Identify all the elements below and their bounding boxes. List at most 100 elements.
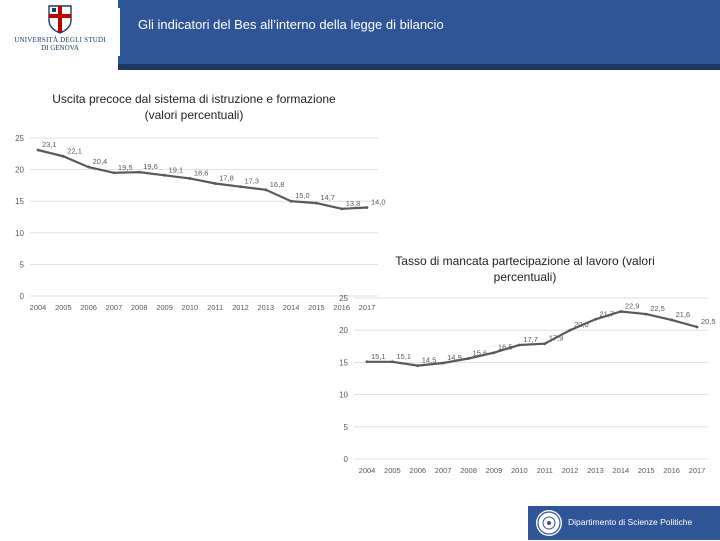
university-logo: UNIVERSITÀ DEGLI STUDI DI GENOVA: [6, 4, 114, 62]
x-tick-label: 2009: [156, 303, 173, 312]
data-label: 20,0: [574, 320, 589, 329]
data-point: [365, 360, 369, 364]
data-point: [695, 325, 699, 329]
x-tick-label: 2015: [308, 303, 325, 312]
header-band: [118, 0, 720, 64]
data-label: 14,9: [447, 353, 462, 362]
data-point: [36, 148, 40, 152]
data-label: 13,8: [346, 199, 361, 208]
chart-title-line2: (valori percentuali): [145, 108, 244, 122]
x-tick-label: 2008: [131, 303, 148, 312]
x-tick-label: 2014: [283, 303, 300, 312]
data-point: [239, 185, 242, 189]
data-label: 15,6: [473, 349, 488, 358]
footer-bar: Dipartimento di Scienze Politiche: [528, 506, 720, 540]
y-tick-label: 0: [20, 292, 25, 301]
data-point: [568, 328, 572, 332]
data-label: 15,1: [371, 352, 386, 361]
data-point: [314, 201, 318, 205]
data-point: [213, 182, 217, 185]
data-label: 17,3: [244, 177, 259, 186]
data-point: [87, 165, 91, 169]
y-tick-label: 10: [15, 229, 24, 238]
x-tick-label: 2013: [587, 466, 604, 475]
x-tick-label: 2007: [106, 303, 123, 312]
data-label: 20,5: [701, 317, 716, 326]
data-label: 14,0: [371, 198, 386, 207]
data-point: [163, 173, 166, 177]
data-point: [594, 317, 597, 321]
header-stripe: [118, 64, 720, 70]
data-label: 23,1: [42, 140, 57, 149]
data-point: [644, 312, 648, 316]
data-point: [441, 361, 445, 365]
x-tick-label: 2014: [613, 466, 630, 475]
data-label: 14,5: [422, 356, 437, 365]
data-label: 19,6: [143, 162, 158, 171]
data-point: [340, 207, 344, 211]
data-point: [390, 360, 394, 364]
x-tick-label: 2004: [30, 303, 47, 312]
data-point: [365, 206, 369, 209]
x-tick-label: 2008: [460, 466, 477, 475]
slide-header: UNIVERSITÀ DEGLI STUDI DI GENOVA Gli ind…: [0, 0, 720, 70]
data-label: 17,9: [549, 334, 564, 343]
data-point: [416, 364, 420, 368]
x-tick-label: 2010: [511, 466, 528, 475]
x-tick-label: 2007: [435, 466, 452, 475]
data-label: 17,8: [219, 174, 234, 183]
data-label: 17,7: [523, 335, 538, 344]
data-label: 16,5: [498, 343, 513, 352]
logo-text-line1: UNIVERSITÀ DEGLI STUDI: [14, 36, 106, 44]
data-point: [289, 199, 293, 203]
data-label: 15,1: [396, 352, 411, 361]
chart-title-line1: Uscita precoce dal sistema di istruzione…: [52, 92, 336, 106]
y-tick-label: 5: [344, 423, 349, 432]
x-tick-label: 2006: [409, 466, 426, 475]
data-point: [670, 318, 674, 322]
chart-title-line2: percentuali): [494, 270, 557, 284]
data-point: [619, 310, 623, 313]
data-point: [112, 171, 116, 175]
x-tick-label: 2006: [80, 303, 97, 312]
data-label: 19,1: [169, 165, 184, 174]
x-tick-label: 2015: [638, 466, 655, 475]
y-tick-label: 15: [15, 197, 24, 206]
x-tick-label: 2005: [55, 303, 72, 312]
x-tick-label: 2012: [232, 303, 249, 312]
x-tick-label: 2017: [689, 466, 706, 475]
data-point: [517, 343, 521, 347]
data-label: 16,8: [270, 180, 285, 189]
y-tick-label: 0: [344, 455, 349, 464]
x-tick-label: 2012: [562, 466, 579, 475]
series-line: [367, 310, 698, 367]
data-point: [264, 188, 268, 192]
university-crest-icon: [48, 5, 72, 34]
y-tick-label: 15: [339, 358, 348, 367]
data-point: [61, 154, 65, 158]
x-tick-label: 2009: [486, 466, 503, 475]
department-seal-icon: [536, 510, 562, 536]
y-tick-label: 10: [339, 391, 348, 400]
data-point: [492, 351, 496, 355]
logo-text-line2: DI GENOVA: [41, 44, 79, 52]
slide-title: Gli indicatori del Bes all’interno della…: [138, 17, 444, 32]
data-point: [467, 357, 470, 360]
data-label: 18,6: [194, 168, 209, 177]
x-tick-label: 2004: [359, 466, 376, 475]
x-tick-label: 2013: [257, 303, 274, 312]
data-label: 21,7: [599, 309, 614, 318]
series-line: [37, 148, 368, 210]
data-point: [188, 177, 192, 180]
early-school-leaving-chart: Uscita precoce dal sistema di istruzione…: [15, 92, 386, 312]
data-label: 19,5: [118, 163, 133, 172]
x-tick-label: 2011: [207, 303, 223, 312]
y-tick-label: 5: [20, 260, 25, 269]
data-label: 22,1: [67, 146, 82, 155]
data-label: 22,9: [625, 302, 640, 311]
x-tick-label: 2011: [537, 466, 553, 475]
data-label: 15,0: [295, 191, 310, 200]
x-tick-label: 2005: [384, 466, 401, 475]
data-point: [137, 170, 141, 174]
x-tick-label: 2010: [182, 303, 199, 312]
